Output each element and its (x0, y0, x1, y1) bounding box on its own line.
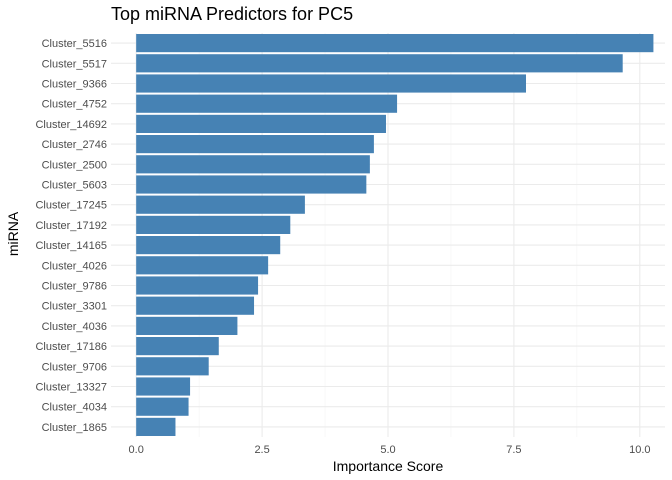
x-tick-label: 5.0 (380, 444, 395, 456)
x-tick-label: 2.5 (254, 444, 269, 456)
x-tick-labels: 0.0 2.5 5.0 7.5 10.0 (129, 444, 651, 456)
y-tick-label: Cluster_14692 (35, 119, 107, 131)
x-axis-title: Importance Score (333, 458, 444, 474)
y-tick-label: Cluster_4026 (42, 260, 107, 272)
bar (136, 195, 305, 214)
bar (136, 256, 269, 275)
y-tick-label: Cluster_5603 (42, 180, 107, 192)
bar (136, 155, 370, 174)
x-tick-label: 0.0 (129, 444, 144, 456)
bar (136, 316, 238, 335)
bar (136, 74, 526, 93)
y-tick-label: Cluster_17186 (35, 341, 107, 353)
bar (136, 276, 259, 295)
y-tick-label: Cluster_17245 (35, 200, 107, 212)
bar (136, 135, 374, 154)
y-tick-label: Cluster_1865 (42, 422, 107, 434)
chart-title: Top miRNA Predictors for PC5 (111, 4, 353, 24)
bar (136, 357, 209, 376)
y-tick-labels: Cluster_5516 Cluster_5517 Cluster_9366 Clus… (35, 38, 107, 434)
y-tick-label: Cluster_2500 (42, 159, 107, 171)
bar (136, 215, 291, 234)
bar (136, 94, 398, 113)
y-tick-label: Cluster_5517 (42, 58, 107, 70)
bars (136, 34, 654, 436)
y-tick-label: Cluster_14165 (35, 240, 107, 252)
y-tick-label: Cluster_9366 (42, 79, 107, 91)
grid-lines (111, 33, 665, 437)
bar (136, 175, 367, 194)
y-tick-label: Cluster_4034 (42, 402, 107, 414)
y-tick-label: Cluster_17192 (35, 220, 107, 232)
bar (136, 296, 255, 315)
y-tick-label: Cluster_5516 (42, 38, 107, 50)
y-tick-label: Cluster_9786 (42, 281, 107, 293)
y-axis-title: miRNA (5, 211, 21, 256)
bar (136, 377, 191, 396)
bar (136, 397, 189, 416)
y-tick-label: Cluster_9706 (42, 361, 107, 373)
y-tick-label: Cluster_4036 (42, 321, 107, 333)
bar (136, 114, 386, 133)
bar (136, 34, 654, 53)
bar (136, 417, 176, 436)
bar (136, 54, 623, 73)
bar (136, 236, 281, 255)
y-tick-label: Cluster_2746 (42, 139, 107, 151)
x-tick-label: 10.0 (629, 444, 650, 456)
y-tick-label: Cluster_13327 (35, 382, 107, 394)
bar (136, 337, 219, 356)
y-tick-label: Cluster_3301 (42, 301, 107, 313)
y-tick-label: Cluster_4752 (42, 99, 107, 111)
x-tick-label: 7.5 (506, 444, 521, 456)
